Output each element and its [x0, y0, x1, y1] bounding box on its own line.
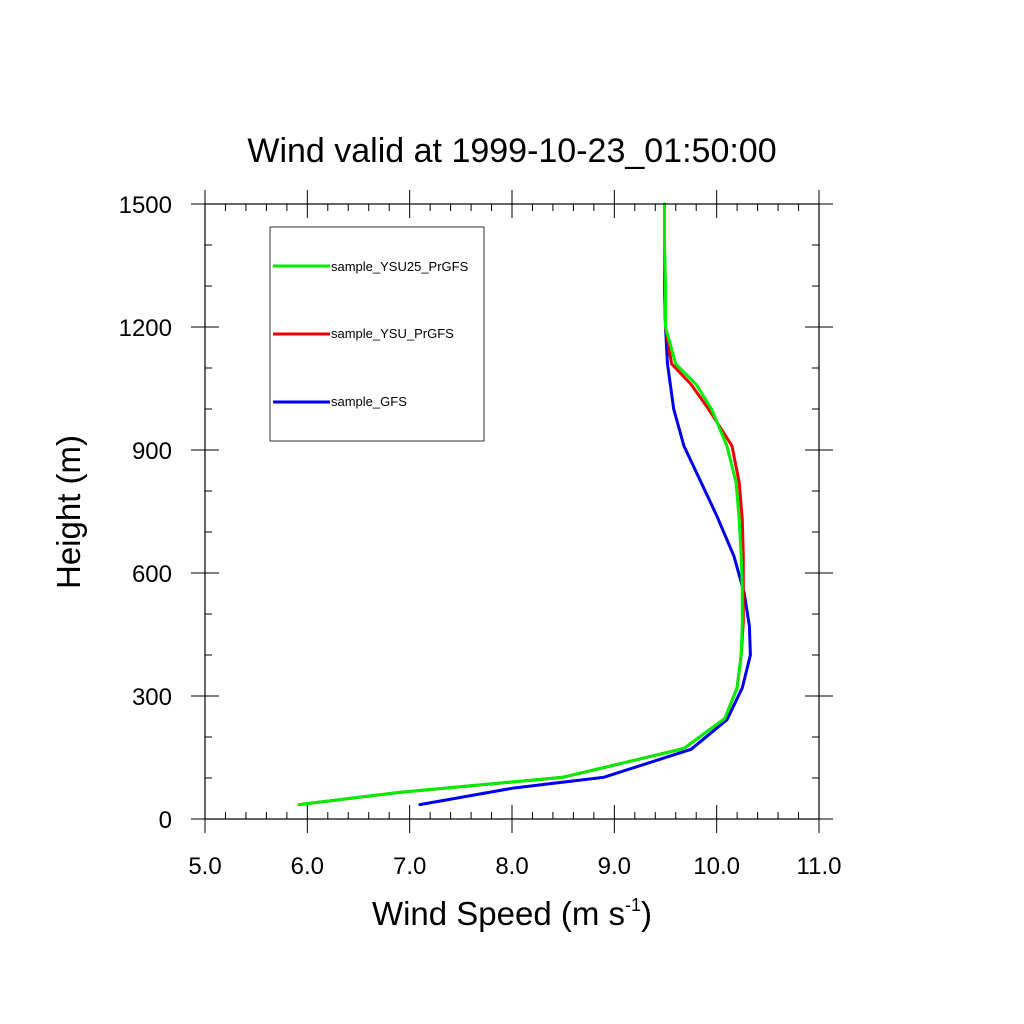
- series-layer: [297, 202, 752, 807]
- legend-label-1: sample_YSU_PrGFS: [331, 326, 454, 341]
- legend-label-2: sample_GFS: [331, 394, 407, 409]
- x-tick-label: 8.0: [495, 853, 528, 880]
- x-tick-label: 10.0: [693, 853, 740, 880]
- y-tick-label: 300: [132, 684, 172, 711]
- y-tick-label: 0: [159, 807, 172, 834]
- chart-title: Wind valid at 1999-10-23_01:50:00: [247, 132, 776, 170]
- legend: sample_YSU25_PrGFS sample_YSU_PrGFS samp…: [269, 226, 485, 442]
- x-axis-title-suffix: ): [641, 895, 652, 932]
- x-axis-title: Wind Speed (m s-1): [372, 895, 652, 932]
- y-axis-title: Height (m): [50, 435, 87, 589]
- x-tick-label: 11.0: [797, 853, 842, 880]
- x-axis-title-superscript: -1: [625, 895, 641, 915]
- x-tick-label: 7.0: [393, 853, 426, 880]
- y-tick-label: 600: [132, 561, 172, 588]
- x-axis-title-main: Wind Speed (m s: [372, 895, 625, 932]
- legend-label-0: sample_YSU25_PrGFS: [331, 259, 469, 274]
- y-tick-labels: 0 300 600 900 1200 1500: [119, 192, 172, 834]
- x-tick-label: 9.0: [598, 853, 631, 880]
- series-line-0: [297, 202, 744, 807]
- x-tick-label: 6.0: [291, 853, 324, 880]
- x-tick-labels: 5.0 6.0 7.0 8.0 9.0 10.0 11.0: [188, 853, 841, 880]
- tick-layer: [191, 190, 833, 833]
- y-tick-label: 1200: [119, 315, 172, 342]
- x-tick-label: 5.0: [188, 853, 221, 880]
- y-tick-label: 1500: [119, 192, 172, 219]
- y-tick-label: 900: [132, 438, 172, 465]
